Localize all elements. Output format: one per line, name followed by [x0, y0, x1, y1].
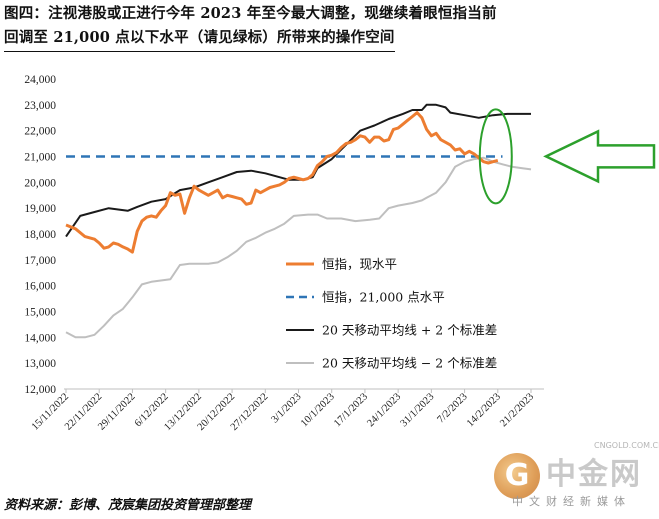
series-layer [65, 103, 532, 339]
legend-label: 恒指，21,000 点水平 [322, 290, 445, 305]
y-tick-label: 20,000 [24, 177, 56, 189]
y-tick-label: 16,000 [24, 281, 56, 293]
x-tick-label: 7/2/2023 [436, 391, 470, 425]
x-tick-label: 24/1/2023 [365, 391, 403, 429]
x-tick-label: 3/1/2023 [269, 391, 303, 425]
series-line-3 [65, 156, 532, 339]
legend-label: 20 天移动平均线 − 2 个标准差 [322, 356, 497, 371]
title-line-1: 图四：注视港股或正进行今年 2023 年至今最大调整，现继续着眼恒指当前 [4, 5, 497, 22]
y-tick-label: 15,000 [24, 307, 56, 319]
y-axis: 12,000 13,000 14,000 15,000 16,000 17,000 18,0… [24, 74, 56, 396]
source-note: 资料来源：彭博、茂宸集团投资管理部整理 [4, 498, 252, 513]
y-tick-label: 23,000 [24, 100, 56, 112]
highlight-arrow-icon [543, 129, 656, 184]
y-tick-label: 19,000 [24, 203, 56, 215]
legend-label: 20 天移动平均线 + 2 个标准差 [322, 323, 497, 338]
x-tick-label: 31/1/2023 [399, 391, 437, 429]
watermark-logo-icon: G [494, 453, 540, 499]
y-tick-label: 17,000 [24, 255, 56, 267]
series-line-2 [65, 103, 531, 238]
chart-title: 图四：注视港股或正进行今年 2023 年至今最大调整，现继续着眼恒指当前 回调至… [4, 2, 656, 52]
y-tick-label: 21,000 [24, 152, 56, 164]
title-line-2: 回调至 21,000 点以下水平（请见绿标）所带来的操作空间 [4, 26, 395, 52]
y-tick-label: 12,000 [24, 384, 56, 396]
watermark-url: CNGOLD.COM.CN [594, 441, 659, 450]
x-tick-label: 10/1/2023 [299, 391, 337, 429]
chart-canvas: 12,000 13,000 14,000 15,000 16,000 17,000 18,0… [24, 74, 656, 433]
y-tick-label: 22,000 [24, 126, 56, 138]
highlight-annotation [478, 108, 656, 205]
y-tick-label: 18,000 [24, 229, 56, 241]
x-axis: 15/11/202222/11/202229/11/20226/12/20221… [30, 388, 544, 433]
y-tick-label: 14,000 [24, 332, 56, 344]
y-tick-label: 13,000 [24, 358, 56, 370]
series-line-0 [65, 111, 499, 254]
watermark-name: 中金网 [546, 457, 642, 492]
watermark: G CNGOLD.COM.CN 中金网 中文财经新媒体 [494, 441, 659, 513]
highlight-ellipse [478, 108, 513, 205]
y-tick-label: 24,000 [24, 74, 56, 86]
x-tick-label: 17/1/2023 [332, 391, 370, 429]
x-tick-label: 21/2/2023 [498, 391, 536, 429]
legend-label: 恒指，现水平 [322, 257, 397, 272]
x-tick-label: 14/2/2023 [465, 391, 503, 429]
watermark-subtitle: 中文财经新媒体 [512, 495, 631, 508]
